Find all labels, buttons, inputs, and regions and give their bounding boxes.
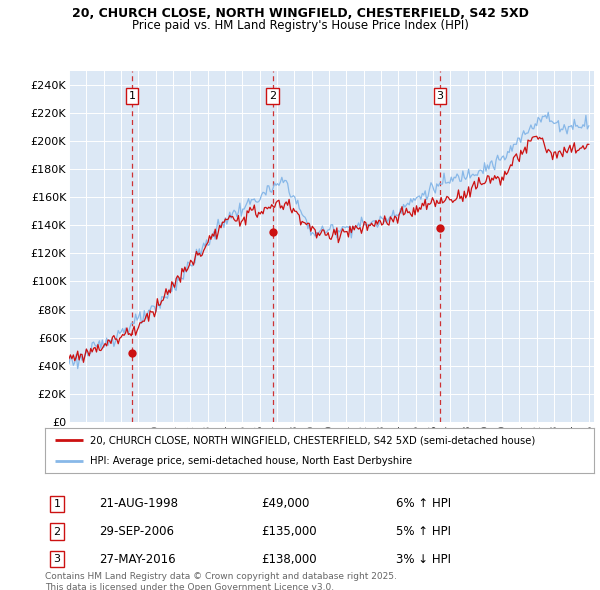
Text: HPI: Average price, semi-detached house, North East Derbyshire: HPI: Average price, semi-detached house,… [90, 456, 412, 466]
Text: 2: 2 [269, 91, 276, 101]
Text: 21-AUG-1998: 21-AUG-1998 [99, 497, 178, 510]
Text: 29-SEP-2006: 29-SEP-2006 [99, 525, 174, 538]
Text: £49,000: £49,000 [261, 497, 310, 510]
Text: 20, CHURCH CLOSE, NORTH WINGFIELD, CHESTERFIELD, S42 5XD: 20, CHURCH CLOSE, NORTH WINGFIELD, CHEST… [71, 7, 529, 20]
Text: 5% ↑ HPI: 5% ↑ HPI [396, 525, 451, 538]
Text: Price paid vs. HM Land Registry's House Price Index (HPI): Price paid vs. HM Land Registry's House … [131, 19, 469, 32]
Text: 27-MAY-2016: 27-MAY-2016 [99, 553, 176, 566]
Text: 2: 2 [53, 527, 61, 536]
Text: 3: 3 [53, 555, 61, 564]
Text: 6% ↑ HPI: 6% ↑ HPI [396, 497, 451, 510]
Text: 1: 1 [53, 499, 61, 509]
Text: 3% ↓ HPI: 3% ↓ HPI [396, 553, 451, 566]
Text: £138,000: £138,000 [261, 553, 317, 566]
Text: 20, CHURCH CLOSE, NORTH WINGFIELD, CHESTERFIELD, S42 5XD (semi-detached house): 20, CHURCH CLOSE, NORTH WINGFIELD, CHEST… [90, 435, 535, 445]
Text: Contains HM Land Registry data © Crown copyright and database right 2025.
This d: Contains HM Land Registry data © Crown c… [45, 572, 397, 590]
Text: £135,000: £135,000 [261, 525, 317, 538]
Text: 3: 3 [437, 91, 443, 101]
Text: 1: 1 [128, 91, 136, 101]
